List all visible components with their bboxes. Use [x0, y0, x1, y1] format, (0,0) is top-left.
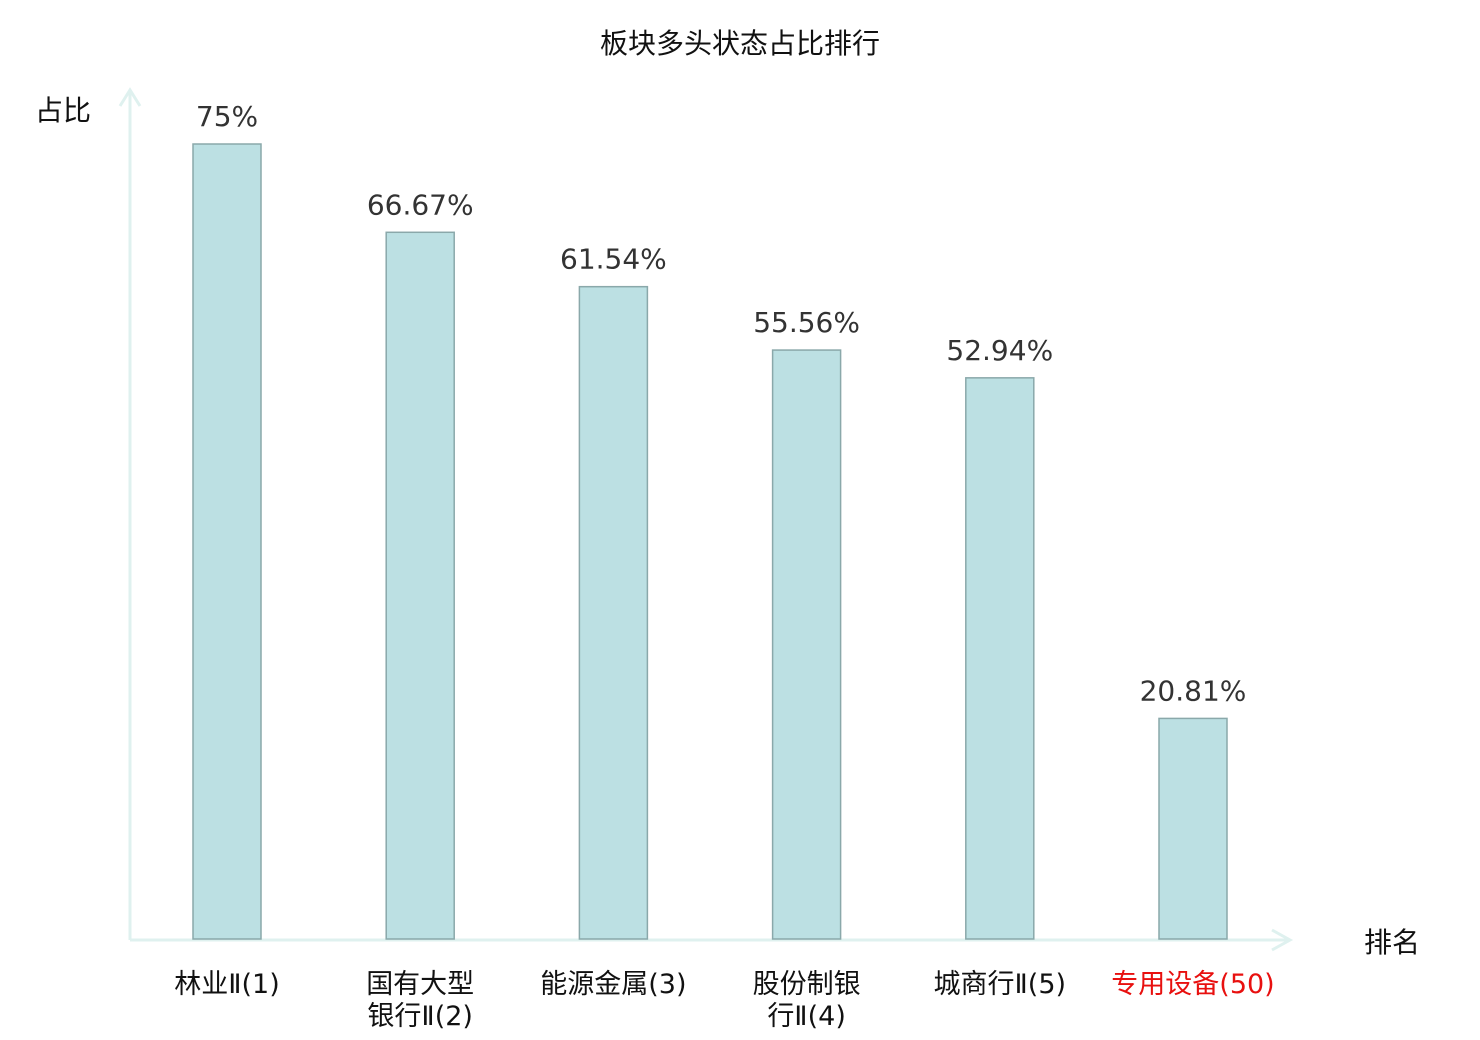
y-axis-arrow-icon [118, 87, 142, 107]
x-tick-label: 国有大型银行Ⅱ(2) [366, 969, 474, 1032]
x-tick-label: 能源金属(3) [540, 969, 686, 1000]
data-label: 75% [196, 100, 258, 133]
bar [1158, 717, 1228, 940]
y-axis-label: 占比 [35, 94, 91, 127]
bar [578, 285, 649, 940]
axes [118, 87, 1294, 952]
x-tick-label: 林业Ⅱ(1) [174, 969, 280, 1000]
data-label: 61.54% [560, 243, 667, 276]
x-tick-label: 专用设备(50) [1111, 969, 1274, 1000]
x-axis-label: 排名 [1364, 926, 1420, 959]
data-label: 52.94% [946, 334, 1053, 367]
bar [385, 231, 455, 940]
bar [192, 143, 262, 940]
chart-title: 板块多头状态占比排行 [600, 27, 880, 60]
data-label: 55.56% [753, 306, 860, 339]
x-tick-label: 城商行Ⅱ(5) [934, 969, 1067, 1000]
bar [965, 377, 1035, 940]
data-label: 66.67% [367, 188, 474, 221]
x-axis-arrow-icon [1271, 928, 1294, 952]
x-tick-label: 股份制银行Ⅱ(4) [753, 969, 861, 1032]
bar [771, 349, 842, 940]
data-label: 20.81% [1140, 674, 1247, 707]
